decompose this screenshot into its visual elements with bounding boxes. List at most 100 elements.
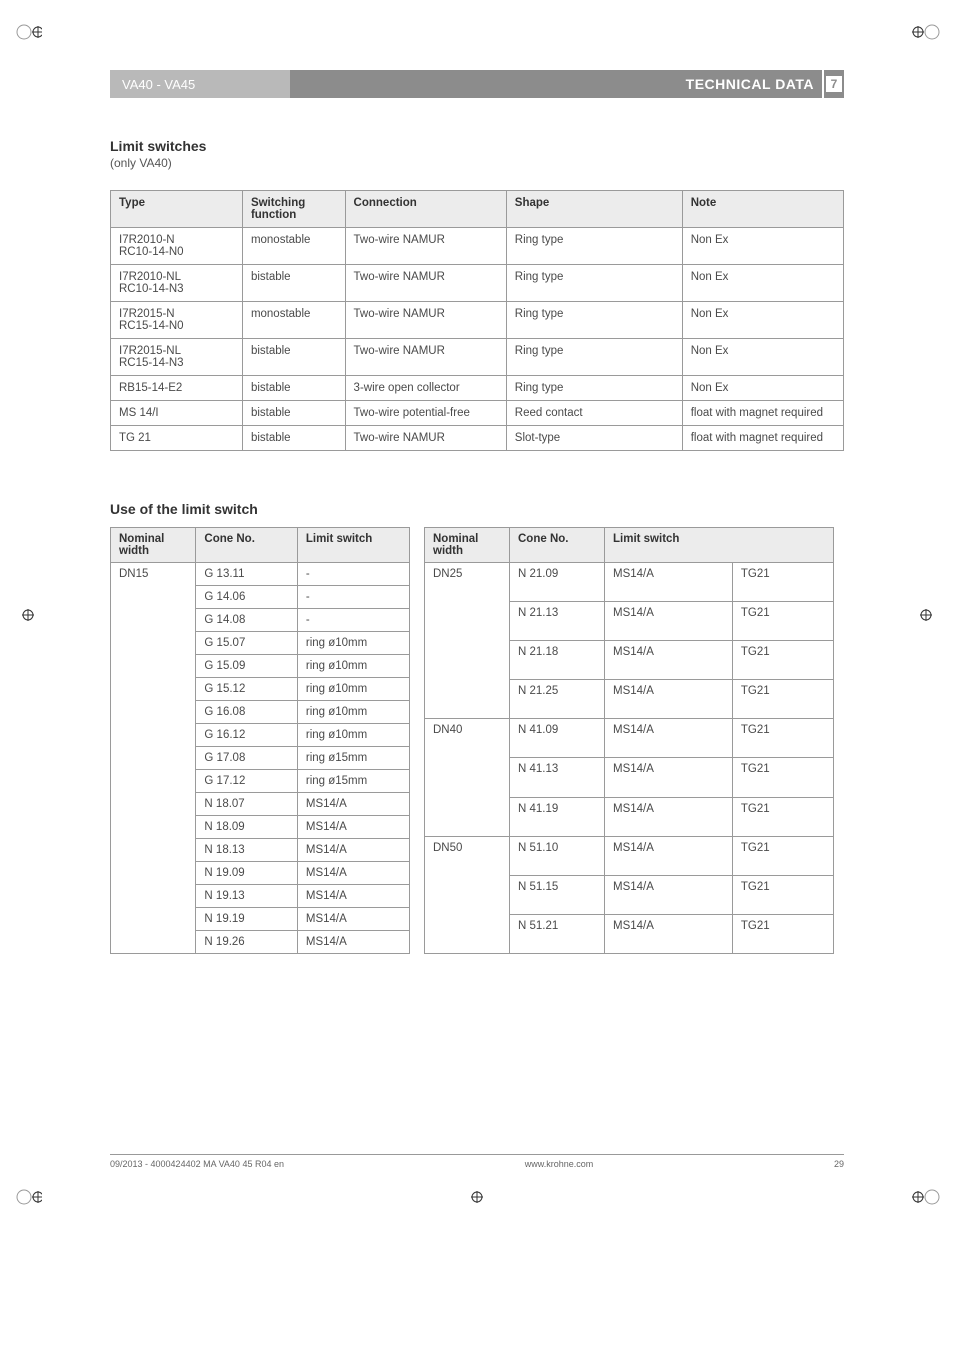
table-row: I7R2015-NRC15-14-N0monostableTwo-wire NA… xyxy=(111,302,844,339)
table-cell: - xyxy=(297,609,409,632)
table-cell: N 41.13 xyxy=(510,758,605,797)
footer-left: 09/2013 - 4000424402 MA VA40 45 R04 en xyxy=(110,1159,284,1169)
table-cell: MS14/A xyxy=(605,719,733,758)
table-cell: MS14/A xyxy=(605,836,733,875)
table-cell: Ring type xyxy=(506,339,682,376)
table-cell: bistable xyxy=(242,401,345,426)
table-cell: N 21.18 xyxy=(510,641,605,680)
table-cell: Two-wire NAMUR xyxy=(345,339,506,376)
table-cell: ring ø15mm xyxy=(297,770,409,793)
table-cell: RB15-14-E2 xyxy=(111,376,243,401)
table-cell: N 18.07 xyxy=(196,793,297,816)
table-cell: MS14/A xyxy=(605,680,733,719)
table-cell: N 41.09 xyxy=(510,719,605,758)
table-cell: MS14/A xyxy=(605,563,733,602)
table-row: DN15G 13.11- xyxy=(111,563,410,586)
table-cell: bistable xyxy=(242,426,345,451)
table-cell: I7R2015-NLRC15-14-N3 xyxy=(111,339,243,376)
limit-switches-table: Type Switching function Connection Shape… xyxy=(110,190,844,451)
table-cell: MS14/A xyxy=(297,908,409,931)
table-cell: N 21.13 xyxy=(510,602,605,641)
reg-mark-icon xyxy=(14,18,42,46)
table-cell: G 17.12 xyxy=(196,770,297,793)
table-cell: MS14/A xyxy=(297,885,409,908)
table-cell: N 18.13 xyxy=(196,839,297,862)
table-cell: I7R2010-NRC10-14-N0 xyxy=(111,228,243,265)
table-row: DN50N 51.10MS14/ATG21 xyxy=(425,836,834,875)
table-cell: ring ø10mm xyxy=(297,724,409,747)
table-cell: N 21.25 xyxy=(510,680,605,719)
table-cell: monostable xyxy=(242,302,345,339)
footer-right: 29 xyxy=(834,1159,844,1169)
nominal-width-cell: DN40 xyxy=(425,719,510,836)
table-row: MS 14/IbistableTwo-wire potential-freeRe… xyxy=(111,401,844,426)
th-cone-no: Cone No. xyxy=(510,528,605,563)
table-cell: G 13.11 xyxy=(196,563,297,586)
table-cell: N 51.10 xyxy=(510,836,605,875)
th-note: Note xyxy=(682,191,843,228)
table-cell: Non Ex xyxy=(682,228,843,265)
table-cell: TG21 xyxy=(732,836,833,875)
table-cell: MS14/A xyxy=(605,797,733,836)
table-row: I7R2010-NLRC10-14-N3bistableTwo-wire NAM… xyxy=(111,265,844,302)
table-cell: G 16.12 xyxy=(196,724,297,747)
table-cell: Two-wire NAMUR xyxy=(345,265,506,302)
table-cell: I7R2015-NRC15-14-N0 xyxy=(111,302,243,339)
table-cell: N 19.13 xyxy=(196,885,297,908)
table-cell: N 19.09 xyxy=(196,862,297,885)
table-cell: Non Ex xyxy=(682,376,843,401)
table-cell: TG21 xyxy=(732,641,833,680)
table-cell: N 18.09 xyxy=(196,816,297,839)
table-row: DN40N 41.09MS14/ATG21 xyxy=(425,719,834,758)
table-cell: float with magnet required xyxy=(682,426,843,451)
table-cell: N 41.19 xyxy=(510,797,605,836)
th-cone-no: Cone No. xyxy=(196,528,297,563)
reg-mark-icon xyxy=(14,601,42,629)
table-cell: Two-wire NAMUR xyxy=(345,228,506,265)
limit-switches-heading: Limit switches xyxy=(110,138,844,154)
table-cell: ring ø10mm xyxy=(297,655,409,678)
page-footer: 09/2013 - 4000424402 MA VA40 45 R04 en w… xyxy=(110,1154,844,1169)
table-cell: N 51.15 xyxy=(510,875,605,914)
table-cell: Slot-type xyxy=(506,426,682,451)
table-cell: float with magnet required xyxy=(682,401,843,426)
table-cell: MS14/A xyxy=(605,914,733,953)
table-cell: ring ø10mm xyxy=(297,678,409,701)
table-cell: Ring type xyxy=(506,228,682,265)
table-cell: Two-wire NAMUR xyxy=(345,426,506,451)
table-cell: N 21.09 xyxy=(510,563,605,602)
table-cell: TG21 xyxy=(732,680,833,719)
table-cell: Ring type xyxy=(506,376,682,401)
table-row: RB15-14-E2bistable3-wire open collectorR… xyxy=(111,376,844,401)
table-cell: - xyxy=(297,563,409,586)
table-cell: MS14/A xyxy=(297,862,409,885)
table-cell: MS 14/I xyxy=(111,401,243,426)
table-cell: N 19.19 xyxy=(196,908,297,931)
table-cell: G 17.08 xyxy=(196,747,297,770)
table-cell: TG21 xyxy=(732,914,833,953)
table-cell: TG21 xyxy=(732,875,833,914)
reg-mark-icon xyxy=(14,1183,42,1211)
table-cell: MS14/A xyxy=(605,602,733,641)
header-title: TECHNICAL DATA xyxy=(290,70,822,98)
table-cell: ring ø10mm xyxy=(297,701,409,724)
table-cell: bistable xyxy=(242,265,345,302)
use-of-limit-switch-heading: Use of the limit switch xyxy=(110,501,844,517)
table-cell: TG21 xyxy=(732,758,833,797)
table-cell: bistable xyxy=(242,339,345,376)
table-cell: MS14/A xyxy=(605,758,733,797)
table-cell: MS14/A xyxy=(297,816,409,839)
th-limit-switch: Limit switch xyxy=(297,528,409,563)
table-cell: TG21 xyxy=(732,602,833,641)
table-cell: G 15.12 xyxy=(196,678,297,701)
page-header: VA40 - VA45 TECHNICAL DATA 7 xyxy=(110,70,844,98)
table-cell: monostable xyxy=(242,228,345,265)
table-cell: TG 21 xyxy=(111,426,243,451)
table-cell: G 16.08 xyxy=(196,701,297,724)
table-cell: Reed contact xyxy=(506,401,682,426)
table-cell: MS14/A xyxy=(605,875,733,914)
table-cell: Two-wire potential-free xyxy=(345,401,506,426)
table-row: TG 21bistableTwo-wire NAMURSlot-typefloa… xyxy=(111,426,844,451)
limit-switches-note: (only VA40) xyxy=(110,156,844,170)
th-shape: Shape xyxy=(506,191,682,228)
